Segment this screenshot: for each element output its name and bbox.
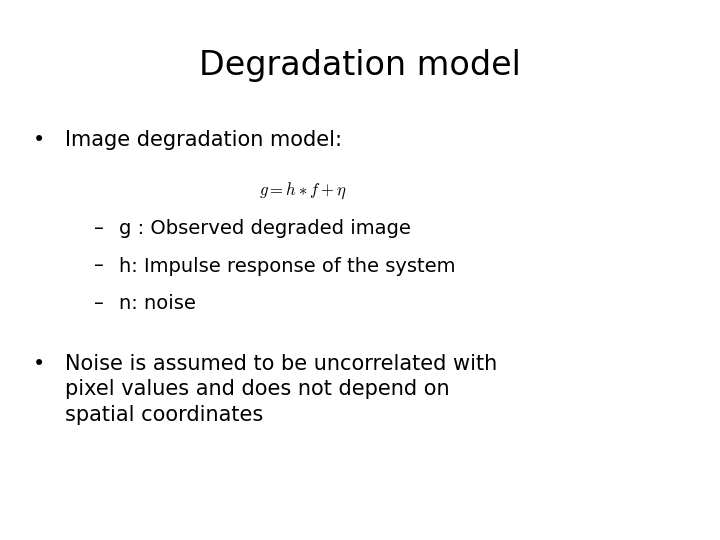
Text: g : Observed degraded image: g : Observed degraded image: [119, 219, 410, 238]
Text: •: •: [32, 130, 45, 150]
Text: –: –: [94, 219, 104, 238]
Text: –: –: [94, 256, 104, 275]
Text: Noise is assumed to be uncorrelated with
pixel values and does not depend on
spa: Noise is assumed to be uncorrelated with…: [65, 354, 497, 425]
Text: n: noise: n: noise: [119, 294, 196, 313]
Text: •: •: [32, 354, 45, 374]
Text: –: –: [94, 294, 104, 313]
Text: Degradation model: Degradation model: [199, 49, 521, 82]
Text: h: Impulse response of the system: h: Impulse response of the system: [119, 256, 455, 275]
Text: Image degradation model:: Image degradation model:: [65, 130, 342, 150]
Text: $g = h * f + \eta$: $g = h * f + \eta$: [258, 181, 346, 201]
